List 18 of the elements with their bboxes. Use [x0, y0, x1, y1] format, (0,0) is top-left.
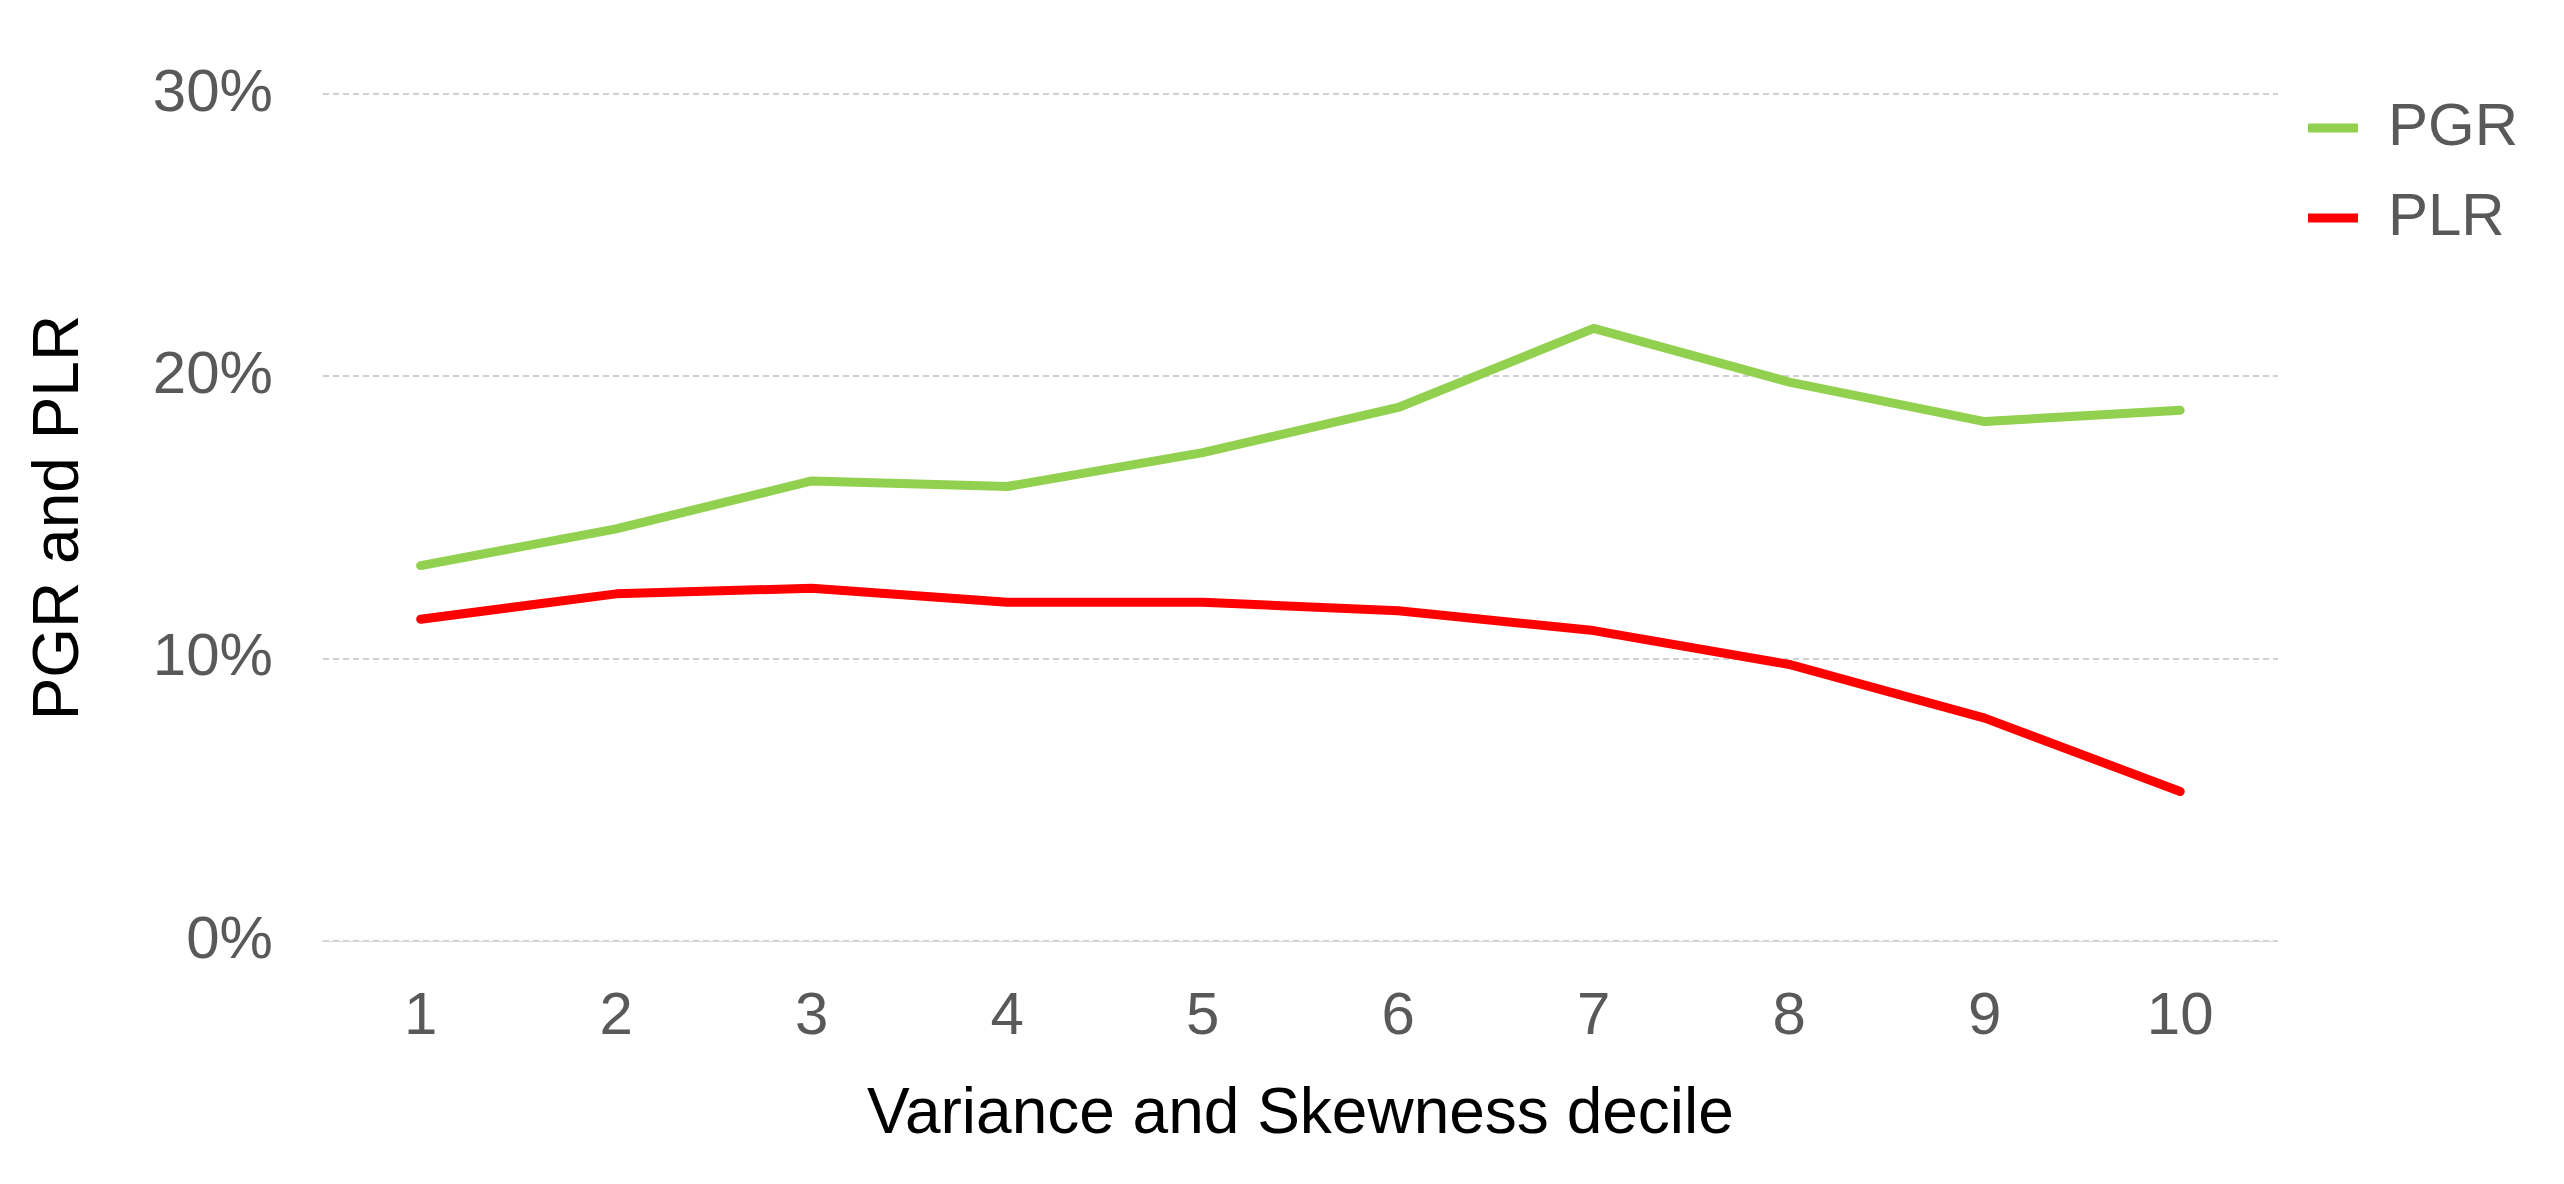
legend-label: PGR [2387, 90, 2519, 158]
x-tick-label: 4 [990, 979, 1024, 1047]
x-tick-label: 5 [1185, 979, 1220, 1047]
x-tick-label: 8 [1772, 979, 1806, 1047]
x-tick-label: 10 [2146, 979, 2214, 1047]
y-axis-title: PGR and PLR [20, 314, 93, 721]
x-tick-label: 7 [1577, 979, 1611, 1047]
x-tick-label: 2 [599, 979, 633, 1047]
x-axis-title: Variance and Skewness decile [867, 1075, 1734, 1148]
y-tick-label: 30% [152, 56, 273, 124]
y-tick-label: 20% [152, 338, 273, 406]
legend-label: PLR [2387, 180, 2505, 248]
x-tick-label: 6 [1381, 979, 1415, 1047]
y-tick-label: 10% [152, 621, 273, 689]
x-tick-label: 1 [403, 979, 438, 1047]
x-tick-label: 9 [1968, 979, 2002, 1047]
y-tick-label: 0% [186, 903, 273, 971]
x-tick-label: 3 [794, 979, 829, 1047]
